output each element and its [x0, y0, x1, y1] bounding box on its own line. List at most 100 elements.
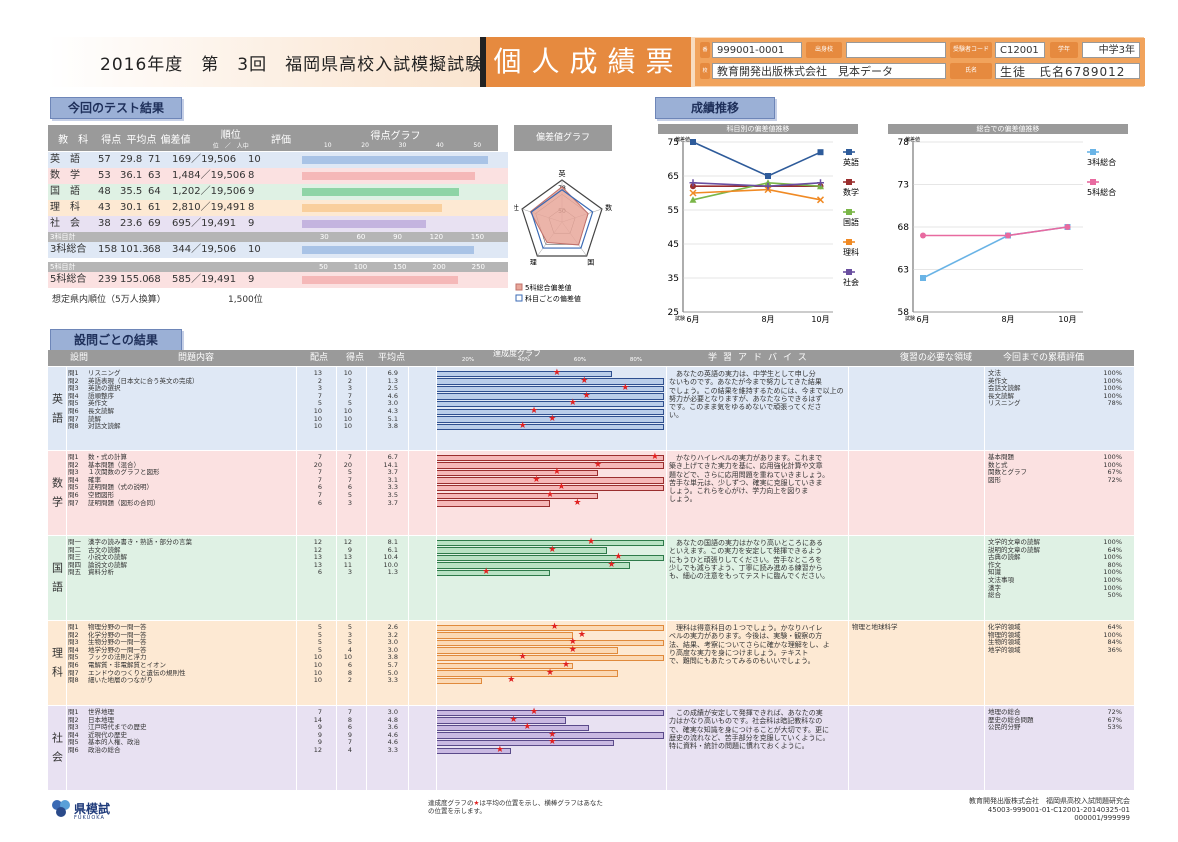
average-star-icon: ★: [548, 544, 557, 555]
y-tick: 75: [668, 138, 679, 148]
average-star-icon: ★: [587, 537, 596, 547]
q-got: 6: [347, 661, 352, 669]
legend-label: 数学: [843, 187, 859, 197]
tick: 80%: [629, 357, 643, 363]
exam-title: 2016年度 第 3回 福岡県高校入試模擬試験: [100, 55, 484, 75]
q-content: 江戸時代までの歴史: [88, 723, 147, 732]
legend-marker-icon: [846, 179, 852, 185]
score-table: 教 科 得点 平均点 偏差値 順位位 ／ 人中 評価 得点グラフ 10 20 30 40…: [48, 125, 508, 151]
legend-label: 理科: [843, 247, 859, 257]
score-bar: [302, 220, 427, 228]
q-avg: 3.3: [387, 483, 398, 492]
q-got: 5: [347, 491, 352, 499]
cumulative-pct: 100%: [1103, 460, 1122, 469]
radar-label: 数: [605, 203, 612, 212]
legend-label: 社会: [843, 277, 859, 287]
y-tick: 68: [898, 223, 910, 233]
q-q: 問三: [68, 553, 81, 562]
q-avg: 6.1: [387, 545, 398, 554]
q-avg: 4.6: [387, 738, 398, 747]
rank-cell: 1,484／19,506: [172, 170, 246, 181]
tick: 90: [393, 233, 402, 241]
qh-pts: 配点: [310, 353, 329, 363]
cumulative-pct: 67%: [1107, 468, 1122, 477]
name-tag: 氏名: [950, 63, 992, 79]
column-divider: [66, 367, 67, 790]
eval-cell: 9: [248, 274, 255, 285]
series-line-5科総合: [923, 226, 1068, 237]
cumulative-name: 漢字: [988, 583, 1001, 592]
avg-cell: 36.1: [120, 170, 143, 181]
column-divider: [984, 367, 985, 790]
average-star-icon: ★: [550, 622, 559, 632]
score-row: 英 語 57 29.8 71 169／19,506 10: [48, 152, 508, 168]
cumulative-pct: 100%: [1103, 630, 1122, 639]
tick: 60%: [573, 357, 587, 363]
achievement-bar: [436, 378, 664, 385]
q-content: 空間図形: [88, 491, 114, 499]
average-star-icon: ★: [593, 459, 602, 470]
eval-cell: 9: [248, 218, 255, 229]
school-tag: 出身校: [806, 42, 842, 58]
achievement-bar: [436, 632, 573, 639]
q-content: 基本問題（混合）: [88, 460, 140, 469]
q-content: 英語表現（日本文に合う英文の完成）: [88, 376, 199, 385]
legend-marker-icon: [846, 269, 852, 275]
q-avg: 3.1: [387, 475, 398, 484]
radar-5sum-shape: [529, 186, 589, 246]
q-got: 5: [347, 399, 352, 408]
legend-label: 国語: [843, 217, 859, 227]
rank-cell: 169／19,506: [172, 154, 237, 165]
achievement-bar: [436, 393, 664, 400]
score-bar: [302, 156, 489, 164]
q-avg: 3.0: [387, 638, 398, 647]
achievement-bar: [436, 654, 664, 662]
section-this-test: 今回のテスト結果: [50, 97, 182, 119]
q-content: フックの法則と浮力: [88, 653, 147, 662]
advice-text: かなりハイレベルの実力があります。これまで 築き上げてきた実力を基に、応用強化計…: [669, 454, 830, 504]
achievement-bar: [436, 639, 664, 647]
q-got: 10: [343, 414, 352, 423]
band-subject-name: 社会: [50, 732, 64, 770]
group5-label: 5科目計 50 100 150 200 250: [48, 262, 508, 272]
series-line-英語: [692, 141, 821, 177]
dev-cell: 61: [148, 202, 161, 213]
subject-cell: 社 会: [50, 218, 80, 229]
radar-label: 英: [559, 169, 566, 178]
x-tick: 10月: [1058, 315, 1076, 324]
legend-label: 5科総合: [1087, 187, 1116, 197]
col-graph: 得点グラフ 10 20 30 40 50: [293, 125, 498, 151]
q-pts: 12: [313, 538, 322, 546]
q-content: 証明問題（図形の合同）: [88, 498, 160, 507]
q-q: 問7: [68, 668, 79, 677]
q-avg: 3.0: [387, 399, 398, 408]
cumulative-pct: 64%: [1107, 545, 1122, 554]
q-content: 確率: [88, 475, 101, 484]
q-pts: 9: [317, 738, 322, 747]
cumulative-name: 図形: [988, 475, 1001, 484]
qh-q: 設問: [70, 353, 89, 363]
col-avg: 平均点: [124, 125, 159, 151]
x-tick: 6月: [686, 315, 699, 324]
x-unit: 試験: [905, 315, 915, 322]
q-got: 10: [343, 369, 352, 377]
q-pts: 3: [317, 384, 322, 393]
q-avg: 3.8: [387, 653, 398, 662]
q-pts: 5: [317, 638, 322, 647]
advice-text: 理科は得意科目の１つでしょう。かなりハイレ ベルの実力があります。今後は、実験・…: [669, 624, 830, 666]
average-star-icon: ★: [582, 390, 591, 401]
data-point: [765, 173, 771, 179]
q-pts: 6: [317, 498, 322, 507]
q-q: 問8: [68, 676, 79, 685]
q-pts: 20: [313, 460, 322, 469]
achievement-bar: [436, 670, 619, 677]
trend-right-title: 総合での偏差値推移: [888, 124, 1128, 134]
q-content: 化学分野の一問一答: [88, 630, 147, 639]
q-pts: 10: [313, 676, 322, 685]
cumulative-name: 公民的分野: [988, 723, 1021, 732]
tick: 40: [436, 142, 444, 149]
q-got: 10: [343, 653, 352, 662]
achievement-bar: [436, 717, 566, 724]
score-cell: 57: [98, 154, 111, 165]
data-point: [817, 179, 824, 187]
